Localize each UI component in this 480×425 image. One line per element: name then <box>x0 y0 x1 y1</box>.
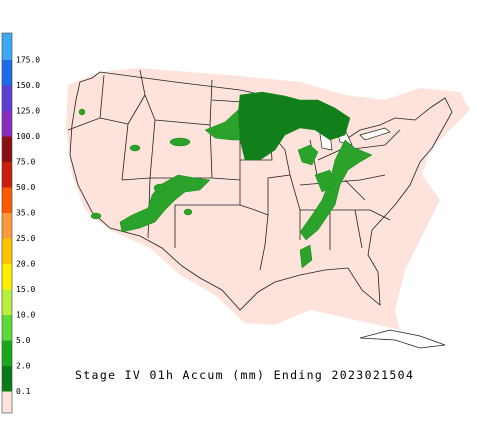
legend-swatch <box>2 111 12 137</box>
legend-label: 5.0 <box>16 336 31 345</box>
legend-swatch <box>2 187 12 213</box>
legend-label: 125.0 <box>16 107 40 116</box>
legend-swatch <box>2 162 12 188</box>
legend-label: 2.0 <box>16 362 31 371</box>
legend-label: 10.0 <box>16 311 35 320</box>
legend-swatch <box>2 85 12 111</box>
legend-swatch <box>2 238 12 264</box>
legend-label: 35.0 <box>16 209 35 218</box>
legend-label: 20.0 <box>16 260 35 269</box>
legend-swatch <box>2 264 12 290</box>
legend: 175.0 150.0 125.0 100.0 75.0 50.0 35.0 25.0 20.0… <box>1 32 40 414</box>
map-title: Stage IV 01h Accum (mm) Ending 202302150… <box>75 368 414 382</box>
legend-label: 150.0 <box>16 81 40 90</box>
legend-swatch <box>2 340 12 366</box>
legend-label: 75.0 <box>16 158 35 167</box>
legend-label: 175.0 <box>16 56 40 65</box>
precipitation <box>78 91 373 269</box>
legend-label: 100.0 <box>16 132 40 141</box>
legend-swatch <box>2 33 12 60</box>
legend-swatch <box>2 60 12 86</box>
legend-label: 25.0 <box>16 234 35 243</box>
legend-label: 0.1 <box>16 387 31 396</box>
legend-label: 15.0 <box>16 285 35 294</box>
legend-frame <box>1 32 13 414</box>
cuba <box>359 329 446 349</box>
legend-swatch <box>2 391 12 413</box>
legend-swatch <box>2 315 12 341</box>
legend-swatch <box>2 213 12 239</box>
legend-label: 50.0 <box>16 183 35 192</box>
legend-swatch <box>2 136 12 162</box>
legend-swatch <box>2 366 12 392</box>
legend-swatch <box>2 289 12 315</box>
